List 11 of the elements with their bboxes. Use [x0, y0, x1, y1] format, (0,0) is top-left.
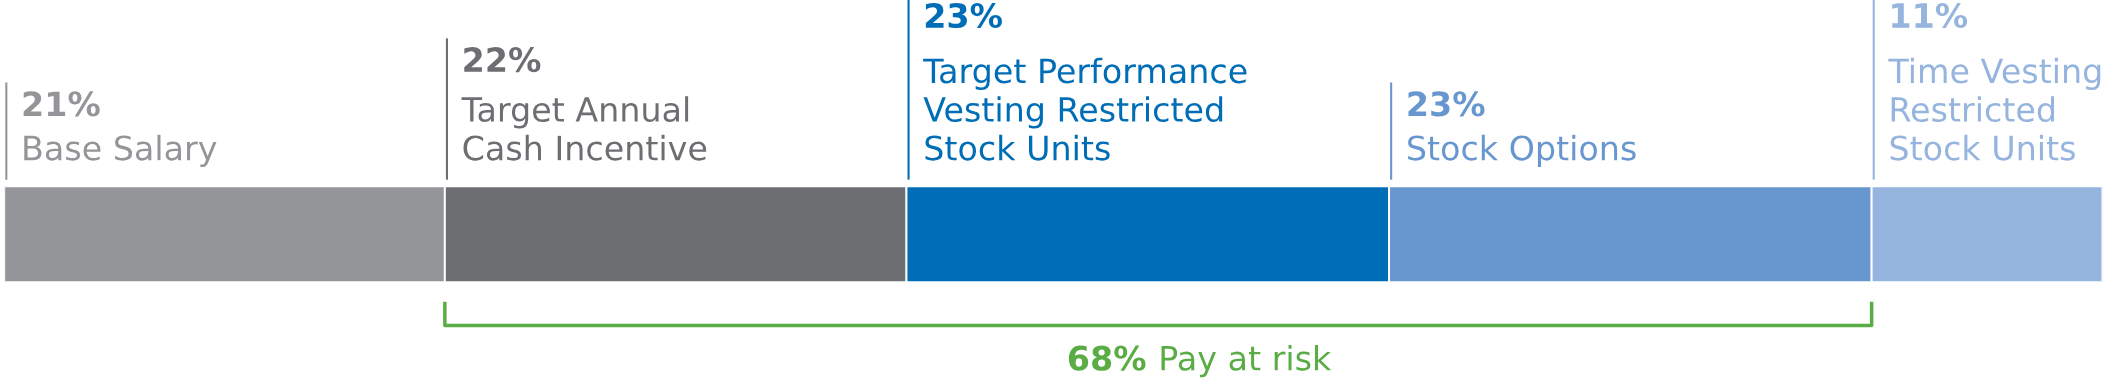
- text: 68% Pay at risk: [1068, 344, 1332, 378]
- series-label: Base Salary: [24, 134, 217, 168]
- data-label: 22%: [464, 47, 541, 73]
- data-label: 23%: [1408, 91, 1485, 117]
- series-label: Time Vesting Restricted Stock Units: [1888, 57, 2101, 161]
- data-label: 23%: [925, 2, 1002, 29]
- series-label: Target Performance Vesting Restricted Stock Units: [923, 57, 1247, 161]
- series-label: Target Annual Cash Incentive: [461, 96, 707, 161]
- data-label: 11%: [1892, 2, 1968, 29]
- data-label: 21%: [23, 91, 100, 117]
- series-label: Stock Options: [1408, 134, 1636, 168]
